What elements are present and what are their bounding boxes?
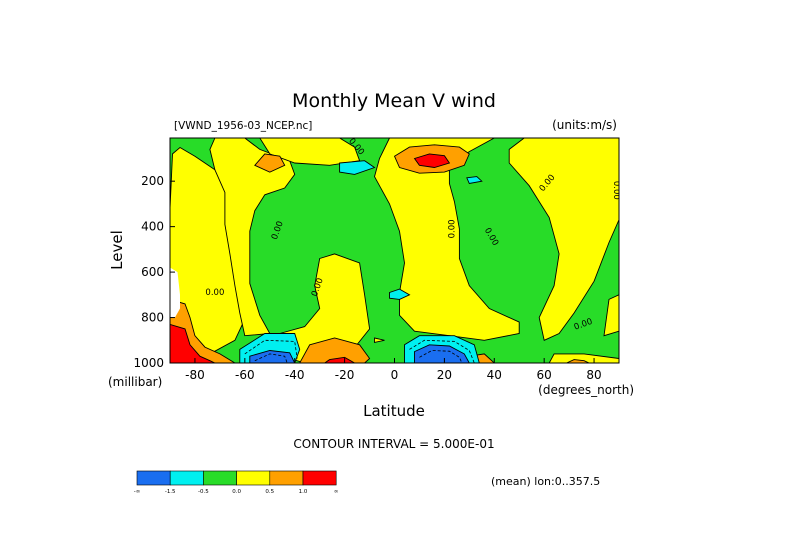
negative-contour-1 [254, 353, 288, 363]
yellow-region-6 [374, 138, 520, 341]
orange-region-2 [254, 153, 286, 173]
x-tick-label: 20 [437, 368, 452, 382]
colorbar-swatch [269, 470, 304, 486]
x-tick-label: 0 [391, 368, 399, 382]
colorbar-swatch [236, 470, 271, 486]
x-tick-label: 60 [537, 368, 552, 382]
x-tick-label: -40 [285, 368, 305, 382]
y-axis-title: Level [108, 230, 126, 270]
y-tick-label: 600 [141, 265, 164, 279]
x-axis-ticks: -80 -60 -40 -20 0 20 40 60 80 [185, 358, 602, 382]
zero-contour-label: 0.00 [205, 288, 224, 298]
colorbar-swatch [302, 470, 337, 486]
colorbar-swatch [169, 470, 204, 486]
orange-region-3 [299, 337, 371, 363]
yellow-region-2 [209, 138, 296, 337]
mean-note: (mean) lon:0..357.5 [491, 475, 600, 488]
colorbar-tick-label: 1.0 [299, 489, 308, 495]
file-label: [VWND_1956-03_NCEP.nc] [174, 120, 312, 132]
negative-contour-3 [244, 339, 298, 359]
x-axis-title: Latitude [363, 402, 425, 420]
y-tick-label: 400 [141, 220, 164, 234]
units-label: (units:m/s) [552, 118, 617, 132]
y-tick-label: 200 [141, 174, 164, 188]
cyan-region-3 [339, 160, 376, 175]
colorbar-tick-label: -∞ [134, 489, 141, 495]
y-axis-ticks: 200 400 600 800 1000 [133, 174, 175, 370]
contour-interval-text: CONTOUR INTERVAL = 5.000E-01 [293, 437, 494, 451]
missing-data-region [170, 267, 180, 318]
chart-title: Monthly Mean V wind [292, 90, 496, 112]
plot-area: 0.000.000.000.00 0.000.00 0.000.000.00 [169, 137, 621, 364]
y-tick-label: 800 [141, 311, 164, 325]
negative-contour-2 [419, 350, 463, 363]
orange-region-5 [566, 359, 590, 363]
colorbar-tick-label: 0.0 [232, 489, 241, 495]
red-region-3 [323, 356, 356, 363]
x-axis-unit: (degrees_north) [538, 383, 634, 397]
contour-labels: 0.000.000.000.00 0.000.00 0.000.000.00 [205, 138, 621, 333]
blue-region-1 [249, 350, 296, 363]
y-axis-unit: (millibar) [108, 375, 162, 389]
cyan-region-5 [389, 288, 411, 300]
colorbar-tick-label: -0.5 [198, 489, 209, 495]
red-region-2 [413, 153, 451, 168]
x-tick-label: -80 [185, 368, 205, 382]
yellow-region-8 [548, 353, 619, 363]
x-tick-label: -60 [235, 368, 255, 382]
zero-contour-label: 0.00 [611, 181, 621, 200]
colorbar-tick-label: ∞ [334, 489, 339, 495]
contour-field [170, 138, 619, 363]
yellow-region-9 [603, 294, 619, 337]
colorbar-tick-label: 0.5 [265, 489, 274, 495]
x-tick-label: 40 [487, 368, 502, 382]
colorbar-swatch [203, 470, 237, 486]
zero-contour-label: 0.00 [447, 219, 457, 238]
yellow-region-5 [374, 337, 385, 344]
colorbar-swatch [136, 470, 171, 486]
x-tick-label: 80 [586, 368, 601, 382]
blue-region-2 [414, 344, 470, 363]
x-tick-label: -20 [335, 368, 355, 382]
colorbar: -∞ -1.5 -0.5 0.0 0.5 1.0 ∞ [134, 470, 339, 495]
yellow-region-7 [508, 138, 619, 341]
negative-contour-4 [409, 339, 475, 363]
red-region-1 [170, 323, 216, 363]
y-tick-label: 1000 [133, 356, 164, 370]
cyan-region-4 [466, 176, 483, 185]
colorbar-tick-label: -1.5 [165, 489, 176, 495]
